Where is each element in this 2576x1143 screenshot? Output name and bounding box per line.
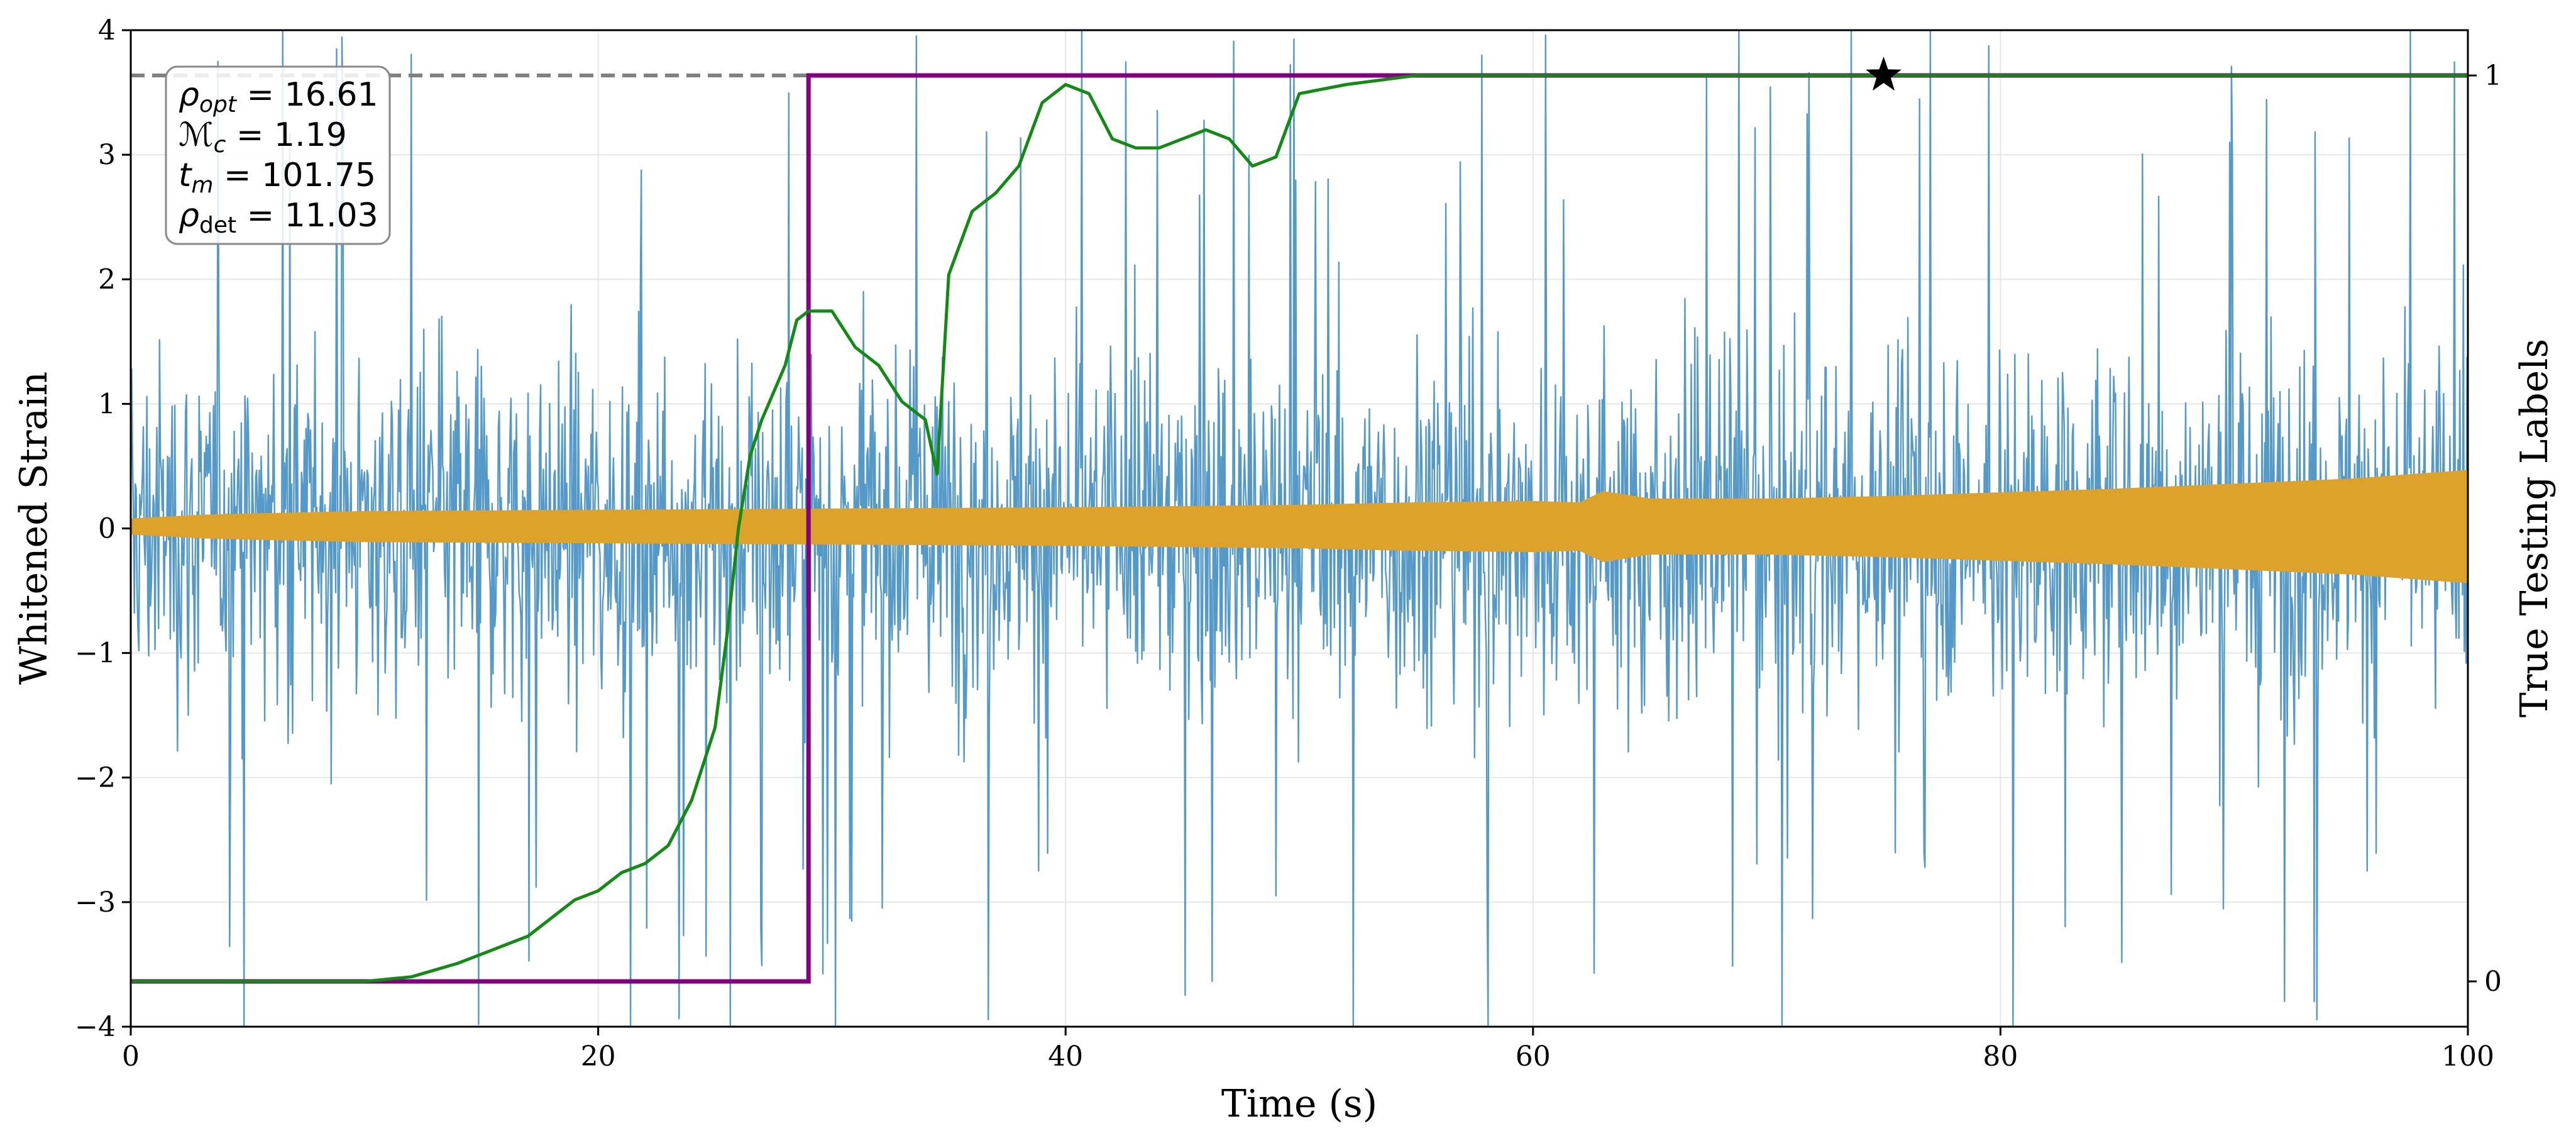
info-rho-det-value: 11.03: [285, 197, 378, 235]
y-axis-label: Whitened Strain: [12, 372, 56, 685]
info-box-frame: [165, 65, 391, 245]
x-tick-label: 20: [581, 1041, 616, 1073]
detection-star: [1866, 57, 1902, 91]
x-tick-label: 0: [122, 1041, 140, 1073]
y-tick-label: −4: [75, 1011, 116, 1043]
y-tick-label: 1: [98, 388, 116, 420]
prediction-line: [131, 74, 2468, 983]
info-rho-det: ρdet = 11.03: [179, 197, 378, 238]
y2-axis-label: True Testing Labels: [2513, 339, 2557, 718]
info-tm: tm = 101.75: [179, 157, 376, 198]
info-rho-opt-value: 16.61: [285, 76, 378, 114]
info-rho-opt: ρopt = 16.61: [179, 76, 378, 118]
marker-series: [1866, 57, 1902, 91]
info-mc: ℳc = 1.19: [179, 116, 347, 158]
x-axis-label: Time (s): [1221, 1082, 1377, 1126]
info-mc-value: 1.19: [274, 116, 347, 154]
y-tick-label: −3: [75, 886, 116, 919]
y2-tick-label: 1: [2484, 60, 2502, 92]
x-tick-label: 100: [2441, 1041, 2494, 1073]
y-tick-label: 0: [98, 513, 116, 545]
y-tick-label: 3: [98, 139, 116, 171]
prediction-series: [131, 74, 2468, 983]
y-tick-label: −2: [75, 762, 116, 794]
info-tm-value: 101.75: [261, 157, 376, 194]
x-tick-label: 40: [1048, 1041, 1083, 1073]
y-tick-label: 2: [98, 263, 116, 295]
x-tick-label: 80: [1983, 1041, 2018, 1073]
info-box: ρopt = 16.61 ℳc = 1.19 tm = 101.75 ρdet …: [165, 65, 391, 245]
y-tick-label: 4: [98, 14, 116, 47]
y-tick-label: −1: [75, 638, 116, 670]
x-tick-label: 60: [1516, 1041, 1551, 1073]
y2-tick-label: 0: [2484, 966, 2502, 998]
